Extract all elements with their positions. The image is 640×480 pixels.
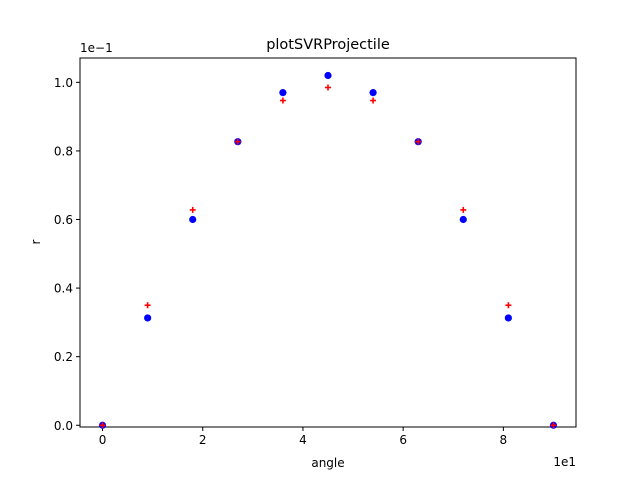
plus-marker — [144, 302, 151, 309]
chart-title: plotSVRProjectile — [266, 37, 390, 53]
plus-marker — [370, 97, 377, 104]
x-tick-label: 0 — [99, 433, 107, 447]
x-axis-offset-text: 1e1 — [553, 455, 576, 469]
circle-marker — [189, 215, 197, 224]
plus-marker — [325, 84, 331, 91]
y-axis-ticks: 0.0 0.2 0.4 0.6 0.8 1.0 — [54, 76, 80, 433]
circle-marker — [459, 215, 467, 224]
plus-marker — [460, 206, 467, 213]
circle-marker — [369, 89, 377, 97]
x-tick-label: 8 — [500, 433, 508, 447]
circle-marker — [504, 314, 512, 322]
plus-marker — [279, 97, 286, 104]
data-points — [98, 71, 558, 429]
plot-area-frame — [79, 57, 577, 428]
y-axis-label: r — [29, 239, 43, 244]
y-tick-label: 1.0 — [54, 76, 73, 90]
plus-marker — [415, 138, 422, 145]
plus-marker — [550, 422, 557, 429]
y-tick-label: 0.6 — [54, 213, 73, 227]
circle-marker — [324, 71, 332, 80]
plus-marker — [505, 302, 512, 309]
plus-marker — [189, 206, 196, 213]
y-tick-label: 0.2 — [54, 350, 73, 364]
x-tick-label: 2 — [199, 433, 207, 447]
y-tick-label: 0.0 — [54, 419, 73, 433]
y-tick-label: 0.8 — [54, 144, 73, 158]
plus-marker — [99, 422, 106, 429]
x-tick-label: 4 — [299, 433, 307, 447]
x-axis-label: angle — [311, 456, 344, 470]
y-axis-offset-text: 1e−1 — [80, 41, 113, 55]
plus-marker — [234, 138, 241, 145]
y-tick-label: 0.4 — [54, 282, 73, 296]
x-tick-label: 6 — [399, 433, 407, 447]
circle-marker — [279, 89, 287, 97]
x-axis-ticks: 0 2 4 6 8 — [99, 427, 507, 447]
circle-marker — [144, 314, 152, 322]
